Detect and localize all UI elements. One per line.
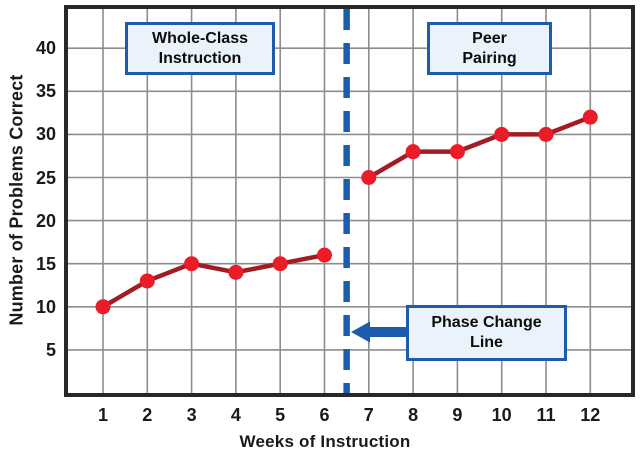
arrow-shaft: [368, 327, 407, 337]
data-point: [317, 247, 332, 263]
data-point: [405, 144, 421, 160]
y-tick-label: 25: [35, 167, 56, 188]
x-tick-label: 8: [408, 405, 419, 425]
x-tick-label: 11: [536, 405, 556, 425]
phase-label-text: Pairing: [462, 49, 517, 67]
phase-label-peer-pairing: Peer Pairing: [427, 22, 552, 75]
y-tick-label: 35: [35, 81, 56, 102]
data-point: [95, 299, 111, 315]
data-point: [184, 256, 200, 272]
x-tick-label: 4: [230, 405, 241, 425]
phase-label-text: Peer: [472, 29, 507, 47]
data-point: [538, 126, 554, 142]
x-tick-label: 1: [97, 405, 108, 425]
y-tick-label: 40: [35, 38, 56, 59]
data-point: [494, 126, 510, 142]
data-point: [449, 144, 465, 160]
phase-change-callout-text: Line: [470, 334, 503, 351]
y-axis-title: Number of Problems Correct: [6, 74, 27, 326]
phase-label-whole-class: Whole-Class Instruction: [125, 22, 275, 75]
data-point: [582, 109, 598, 125]
y-tick-label: 20: [35, 210, 56, 231]
x-axis-title: Weeks of Instruction: [239, 432, 411, 451]
data-line: [100, 252, 327, 310]
phase-change-arrow-icon: [351, 321, 407, 343]
x-tick-label: 10: [491, 405, 512, 425]
x-tick-label: 3: [186, 405, 197, 425]
phase-label-text: Whole-Class: [151, 29, 248, 47]
x-tick-label: 12: [580, 405, 601, 425]
data-point: [272, 256, 288, 272]
y-tick-label: 15: [35, 253, 56, 274]
data-point: [139, 273, 155, 289]
data-point: [228, 264, 244, 280]
y-tick-label: 10: [35, 296, 56, 317]
data-line: [366, 114, 593, 180]
x-tick-label: 7: [363, 405, 374, 425]
x-tick-label: 5: [275, 405, 286, 425]
arrow-head: [351, 321, 370, 343]
x-tick-label: 2: [142, 405, 153, 425]
x-tick-label: 9: [452, 405, 463, 425]
phase-label-text: Instruction: [158, 49, 242, 67]
phase-change-callout-text: Phase Change: [431, 314, 542, 332]
x-tick-label: 6: [319, 405, 330, 425]
data-point: [361, 170, 377, 185]
y-tick-label: 30: [35, 124, 56, 145]
phase-change-callout: Phase Change Line: [406, 305, 567, 361]
y-tick-label: 5: [45, 339, 56, 360]
